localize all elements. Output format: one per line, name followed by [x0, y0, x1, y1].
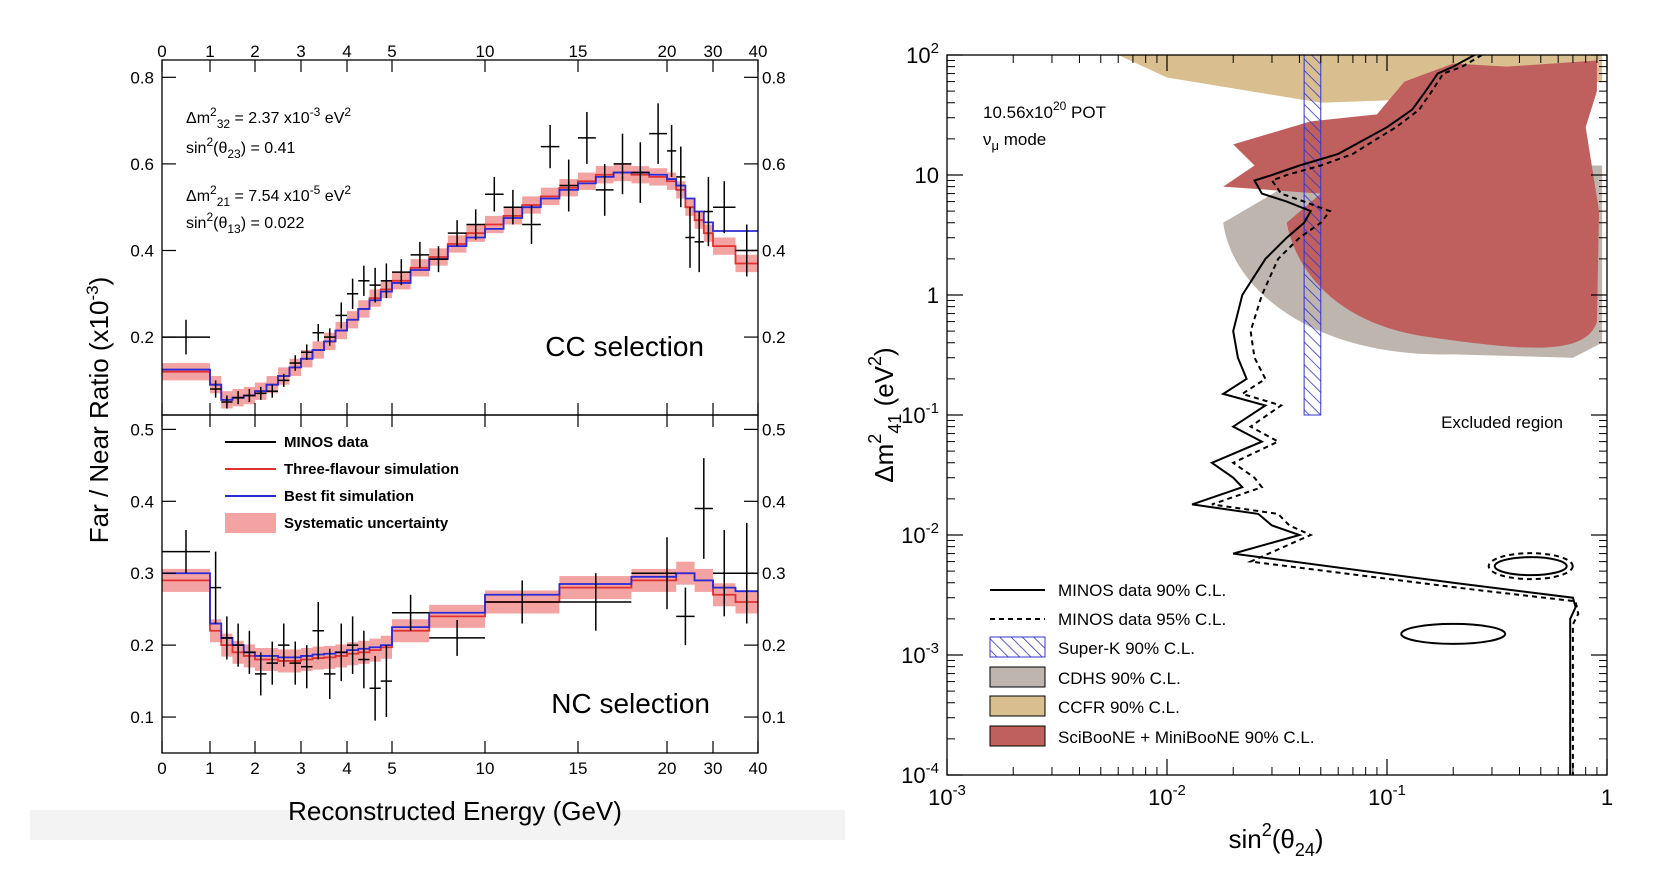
mode-label: νμ mode — [983, 130, 1046, 153]
legend-label: CDHS 90% C.L. — [1058, 669, 1181, 688]
x-tick-label-top: 2 — [250, 42, 259, 61]
nc-plot — [162, 458, 758, 721]
x-tick-label-top: 1 — [205, 42, 214, 61]
legend-swatch — [989, 666, 1046, 688]
y-tick-label: 1 — [927, 283, 939, 308]
legend-swatch — [225, 513, 276, 533]
legend-label: Best fit simulation — [284, 488, 414, 505]
cc-panel-label: CC selection — [545, 331, 704, 362]
x-axis-title: sin2(θ24) — [1228, 820, 1323, 860]
x-tick-label-top: 0 — [157, 42, 166, 61]
y-tick-label: 0.2 — [130, 328, 154, 347]
pot-label: 10.56x1020 POT — [983, 99, 1106, 122]
x-tick-label: 40 — [749, 759, 768, 778]
y-tick-label-right: 0.1 — [762, 708, 786, 727]
y-tick-label-right: 0.4 — [762, 492, 786, 511]
y-tick-label-right: 0.5 — [762, 420, 786, 439]
best-fit-line — [162, 171, 758, 401]
superk-band — [1303, 55, 1322, 416]
x-tick-label-top: 5 — [387, 42, 396, 61]
minos-90-island — [1493, 556, 1568, 577]
x-tick-label: 2 — [250, 759, 259, 778]
x-tick-label: 20 — [658, 759, 677, 778]
y-tick-label-right: 0.4 — [762, 241, 786, 260]
nc-panel-label: NC selection — [551, 688, 710, 719]
y-axis-title: Far / Near Ratio (x10-3) — [83, 277, 114, 544]
legend-swatch — [989, 695, 1046, 717]
minos-90-contour — [1191, 55, 1577, 775]
x-tick-label: 30 — [704, 759, 723, 778]
legend-swatch — [989, 725, 1046, 747]
y-tick-label: 0.2 — [130, 636, 154, 655]
panel-footer-strip — [30, 810, 845, 840]
x-tick-label-top: 30 — [704, 42, 723, 61]
y-tick-label: 0.6 — [130, 155, 154, 174]
x-tick-label: 10-1 — [1368, 782, 1406, 810]
left-panel: 0.2 0.2 0.4 0.4 0.6 0.6 0.8 0.8 0.1 0.1 0.2 0.2 0.3 0… — [83, 42, 786, 826]
legend-label: SciBooNE + MiniBooNE 90% C.L. — [1058, 728, 1315, 747]
legend-label: Super-K 90% C.L. — [1058, 639, 1195, 658]
y-tick-label: 10-2 — [901, 520, 939, 548]
x-axis-title: Reconstructed Energy (GeV) — [288, 796, 622, 826]
x-tick-label-top: 15 — [569, 42, 588, 61]
y-tick-label-right: 0.2 — [762, 636, 786, 655]
y-tick-label: 10-3 — [901, 640, 939, 668]
y-tick-label: 0.8 — [130, 68, 154, 87]
exclusion-plot — [1118, 55, 1603, 775]
y-tick-label-right: 0.6 — [762, 155, 786, 174]
x-tick-label: 3 — [296, 759, 305, 778]
x-tick-label: 10-3 — [928, 782, 966, 810]
x-tick-label-top: 20 — [658, 42, 677, 61]
y-axis-title: Δm241 (eV2) — [865, 347, 905, 482]
y-tick-label: 0.1 — [130, 708, 154, 727]
excluded-region-label: Excluded region — [1441, 413, 1563, 432]
minos-95-island — [1487, 552, 1574, 581]
y-tick-label: 0.5 — [130, 420, 154, 439]
three-flavour-line — [162, 171, 758, 401]
y-tick-label: 10 — [915, 163, 939, 188]
y-tick-label: 102 — [906, 40, 939, 68]
legend-label: Three-flavour simulation — [284, 461, 459, 478]
param-1: sin2(θ23) = 0.41 — [186, 135, 296, 161]
y-tick-label: 0.4 — [130, 492, 154, 511]
legend-label: MINOS data 90% C.L. — [1058, 581, 1226, 600]
legend-label: MINOS data 95% C.L. — [1058, 610, 1226, 629]
y-tick-label: 0.3 — [130, 564, 154, 583]
y-tick-label: 10-1 — [901, 400, 939, 428]
param-0: Δm232 = 2.37 x10-3 eV2 — [186, 105, 351, 131]
x-tick-label-top: 10 — [476, 42, 495, 61]
x-tick-label: 10 — [476, 759, 495, 778]
y-tick-label-right: 0.8 — [762, 68, 786, 87]
x-tick-label: 10-2 — [1148, 782, 1186, 810]
cc-plot — [162, 103, 758, 409]
nc-frame — [161, 414, 759, 754]
x-tick-label: 0 — [157, 759, 166, 778]
legend-swatch — [989, 636, 1046, 658]
x-tick-label: 5 — [387, 759, 396, 778]
x-tick-label-top: 4 — [342, 42, 351, 61]
legend-label: CCFR 90% C.L. — [1058, 698, 1180, 717]
x-tick-label: 15 — [569, 759, 588, 778]
y-tick-label-right: 0.2 — [762, 328, 786, 347]
x-tick-label-top: 40 — [749, 42, 768, 61]
y-tick-label-right: 0.3 — [762, 564, 786, 583]
param-3: sin2(θ13) = 0.022 — [186, 210, 304, 236]
minos-95-contour — [1211, 55, 1580, 775]
y-tick-label: 0.4 — [130, 241, 154, 260]
param-2: Δm221 = 7.54 x10-5 eV2 — [186, 183, 351, 209]
y-tick-label: 10-4 — [901, 760, 939, 788]
x-tick-label-top: 3 — [296, 42, 305, 61]
x-tick-label: 1 — [205, 759, 214, 778]
x-tick-label: 4 — [342, 759, 351, 778]
legend-label: MINOS data — [284, 434, 369, 451]
minos-90-island-2 — [1400, 622, 1507, 645]
legend-label: Systematic uncertainty — [284, 515, 449, 532]
x-tick-label: 1 — [1601, 785, 1613, 810]
